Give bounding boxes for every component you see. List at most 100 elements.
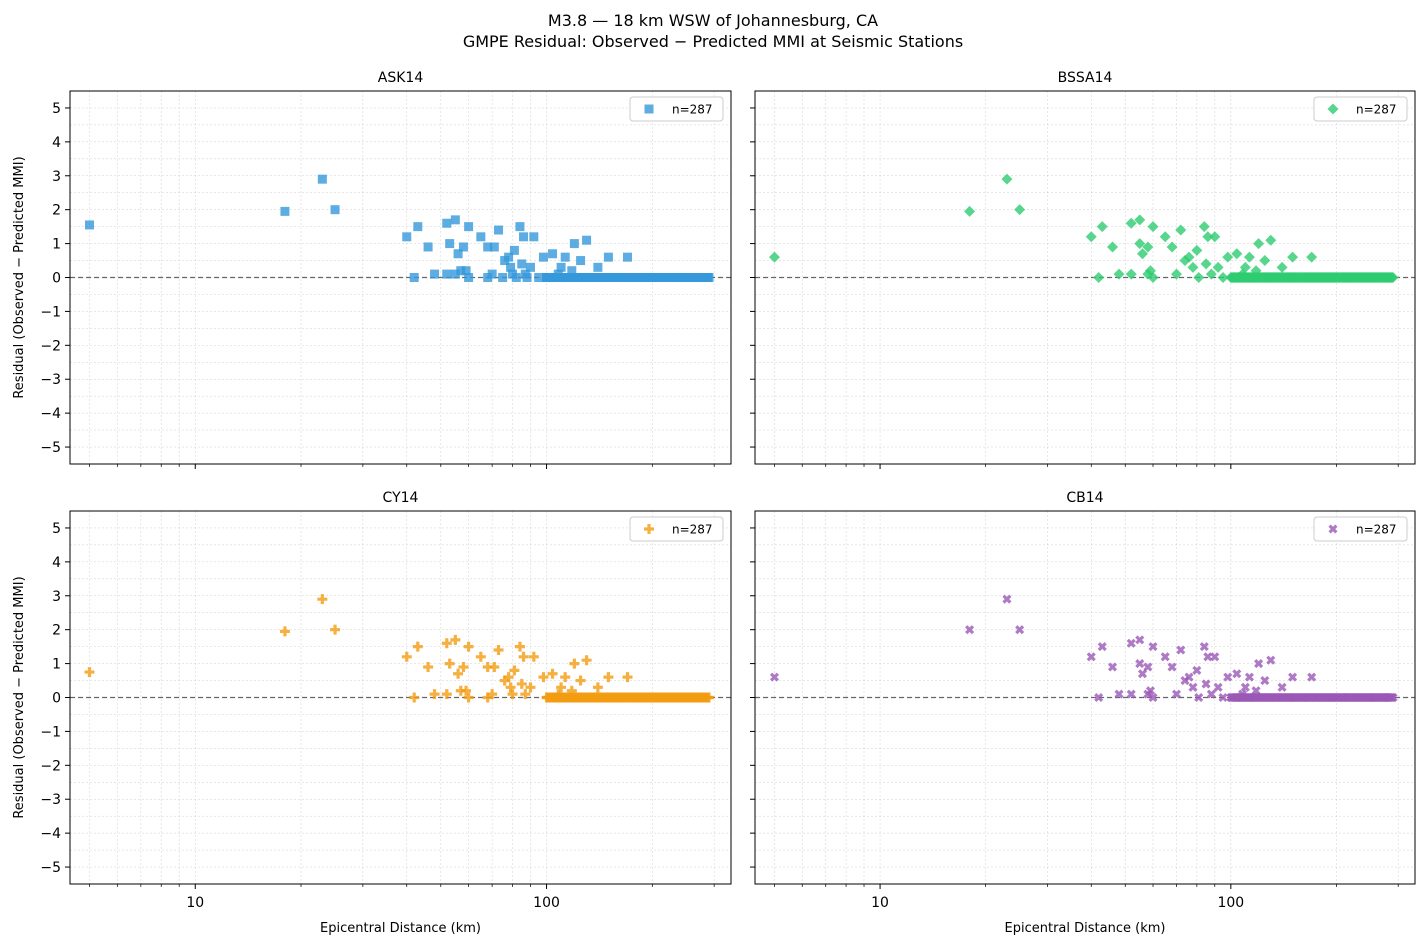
data-point [1240,682,1250,692]
data-point [464,273,474,282]
data-point [1198,221,1210,233]
data-point [1167,662,1177,672]
data-points [85,174,714,282]
data-point [1143,662,1153,672]
data-point [1096,221,1108,233]
data-point [1259,255,1271,267]
legend-box [1313,516,1408,542]
y-tick-label: −2 [40,758,61,774]
data-point [1388,692,1398,703]
data-point [576,256,586,266]
data-point [1085,231,1097,243]
data-point [509,665,520,676]
data-point [1210,652,1220,662]
data-point [412,641,423,652]
data-point [1239,261,1251,273]
data-point [461,685,472,696]
y-tick-label: −4 [40,826,61,842]
figure-title-line2: GMPE Residual: Observed − Predicted MMI … [463,32,963,51]
panel-title: ASK14 [378,70,424,86]
data-point [517,259,527,269]
data-point [623,252,633,262]
data-point [1238,689,1248,699]
data-point [1002,594,1012,604]
data-point [409,273,419,282]
x-tick-label: 10 [871,895,889,911]
data-point [450,269,460,279]
data-point [453,668,464,679]
data-point [603,672,614,683]
data-point [461,266,471,276]
data-point [519,232,529,242]
legend-marker [1327,103,1339,115]
data-point [1288,672,1298,682]
data-point [593,262,603,272]
data-point [1135,635,1145,645]
data-point [582,235,592,245]
data-point [482,692,493,703]
y-tick-label: 0 [52,691,61,707]
data-point [518,651,529,662]
data-point [1134,238,1146,250]
data-point [1137,248,1149,260]
data-point [402,232,412,242]
data-point [1170,268,1182,280]
data-point [1179,255,1191,267]
data-point [1218,692,1228,703]
y-tick-label: −1 [40,304,61,320]
y-tick-label: 3 [52,589,61,605]
data-point [1159,231,1171,243]
data-point [563,273,573,282]
data-point [463,692,474,703]
data-point [575,675,586,686]
data-point [1253,238,1265,250]
y-tick-label: −5 [40,440,61,456]
data-point [476,232,486,242]
data-point [1148,692,1158,703]
data-point [1194,692,1204,703]
data-point [1277,682,1287,692]
data-point [1137,669,1148,679]
data-point [553,689,564,700]
x-tick-label: 100 [1217,895,1244,911]
data-point [401,651,412,662]
data-points [84,594,714,703]
data-point [330,624,341,635]
data-point [567,266,577,276]
data-point [84,667,95,678]
data-point [1205,268,1217,280]
data-point [504,252,514,262]
data-point [1134,214,1146,226]
data-point [768,251,780,263]
data-point [1125,217,1137,229]
data-point [538,252,548,262]
data-point [1266,655,1276,665]
data-point [1097,642,1107,652]
legend-label: n=287 [1356,103,1397,117]
data-point [280,206,290,216]
data-point [560,672,571,683]
data-point [1201,679,1211,689]
data-point [528,651,539,662]
x-axis-label: Epicentral Distance (km) [320,921,481,936]
data-point [534,273,544,282]
y-tick-label: −4 [40,406,61,422]
data-point [1217,272,1229,283]
data-point [1160,652,1170,662]
data-point [704,273,714,282]
y-tick-label: −3 [40,792,61,808]
data-point [489,661,500,672]
y-tick-label: 0 [52,271,61,287]
data-point [330,205,340,215]
data-point [1176,645,1186,655]
data-point [1135,659,1145,669]
data-point [581,655,592,666]
data-point [506,262,516,272]
data-point [1244,672,1254,682]
data-point [1209,231,1221,243]
legend-label: n=287 [672,103,713,117]
legend-marker [1328,524,1338,534]
data-point [445,239,455,249]
data-point [1387,272,1399,283]
